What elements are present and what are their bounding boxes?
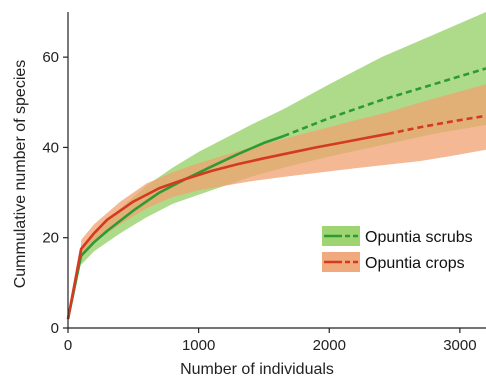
line-observed-opuntia-crops [66,132,389,320]
x-axis-label: Number of individuals [180,361,334,378]
y-tick-label: 60 [42,49,59,66]
band-opuntia-crops [81,84,486,258]
x-tick-label: 2000 [313,337,346,354]
tick-group: 0 1000 2000 3000 0 20 40 60 [42,49,476,354]
line-extrapolated-opuntia-crops [387,114,486,136]
axes [67,12,486,329]
x-tick-label: 3000 [443,337,476,354]
x-tick-label: 0 [64,337,72,354]
x-tick-label: 1000 [182,337,215,354]
legend-label-opuntia-crops: Opuntia crops [365,255,465,272]
confidence-bands [81,12,486,265]
y-axis-label: Cummulative number of species [12,60,29,289]
y-tick-label: 0 [51,320,59,337]
legend-label-opuntia-scrubs: Opuntia scrubs [365,229,473,246]
y-tick-label: 40 [42,139,59,156]
band-opuntia-scrubs [81,12,486,265]
legend: Opuntia scrubs Opuntia crops [322,226,473,272]
line-extrapolated-opuntia-scrubs [283,67,486,138]
series-lines [66,67,486,320]
line-observed-opuntia-scrubs [66,134,284,320]
y-tick-label: 20 [42,230,59,247]
